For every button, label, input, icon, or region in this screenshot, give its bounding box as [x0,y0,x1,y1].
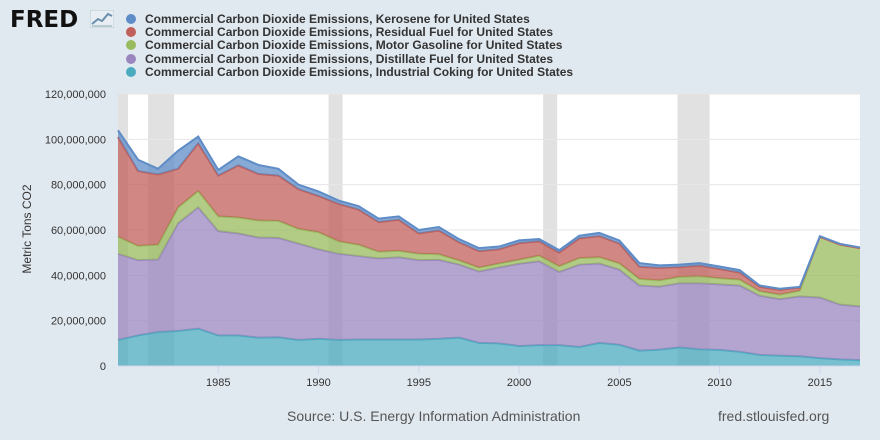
y-tick-label-3: 60,000,000 [51,225,106,237]
x-tick-label-4: 2005 [607,377,631,389]
legend-label: Commercial Carbon Dioxide Emissions, Mot… [145,38,563,53]
legend-item[interactable]: Commercial Carbon Dioxide Emissions, Dis… [126,51,573,66]
legend-item[interactable]: Commercial Carbon Dioxide Emissions, Res… [126,24,573,39]
legend-marker [126,40,136,51]
y-tick-label-6: 120,000,000 [45,89,106,101]
x-tick-label-1: 1990 [306,377,330,389]
source-note: Source: U.S. Energy Information Administ… [287,408,581,424]
x-tick-label-2: 1995 [407,377,431,389]
legend-marker [126,26,136,37]
x-tick-label-3: 2000 [507,377,531,389]
y-tick-label-0: 0 [100,361,106,373]
area-series-2 [118,191,860,307]
chart-line-icon [90,10,114,28]
legend-marker [126,13,136,24]
x-tick-label-5: 2010 [707,377,731,389]
legend-item[interactable]: Commercial Carbon Dioxide Emissions, Mot… [126,38,573,53]
legend-label: Commercial Carbon Dioxide Emissions, Ind… [145,64,574,79]
y-tick-label-4: 80,000,000 [51,180,106,192]
y-tick-label-2: 40,000,000 [51,270,106,282]
chart-legend: Commercial Carbon Dioxide Emissions, Ker… [126,11,574,79]
x-tick-label-0: 1985 [206,377,230,389]
legend-item[interactable]: Commercial Carbon Dioxide Emissions, Ind… [126,64,574,79]
area-series-4 [118,130,860,290]
legend-label: Commercial Carbon Dioxide Emissions, Dis… [145,51,554,66]
source-url[interactable]: fred.stlouisfed.org [718,408,830,424]
legend-label: Commercial Carbon Dioxide Emissions, Res… [145,24,554,39]
area-series-0 [118,328,860,366]
legend-label: Commercial Carbon Dioxide Emissions, Ker… [145,11,530,26]
legend-marker [126,66,136,77]
y-tick-label-1: 20,000,000 [51,316,106,328]
legend-marker [126,53,136,64]
x-tick-label-6: 2015 [808,377,832,389]
legend-item[interactable]: Commercial Carbon Dioxide Emissions, Ker… [126,11,573,26]
line-series-4 [117,129,861,290]
y-axis-label: Metric Tons CO2 [20,184,34,274]
y-tick-label-5: 100,000,000 [45,134,106,146]
fred-logo[interactable]: FRED [10,7,79,33]
area-series-3 [118,137,860,295]
